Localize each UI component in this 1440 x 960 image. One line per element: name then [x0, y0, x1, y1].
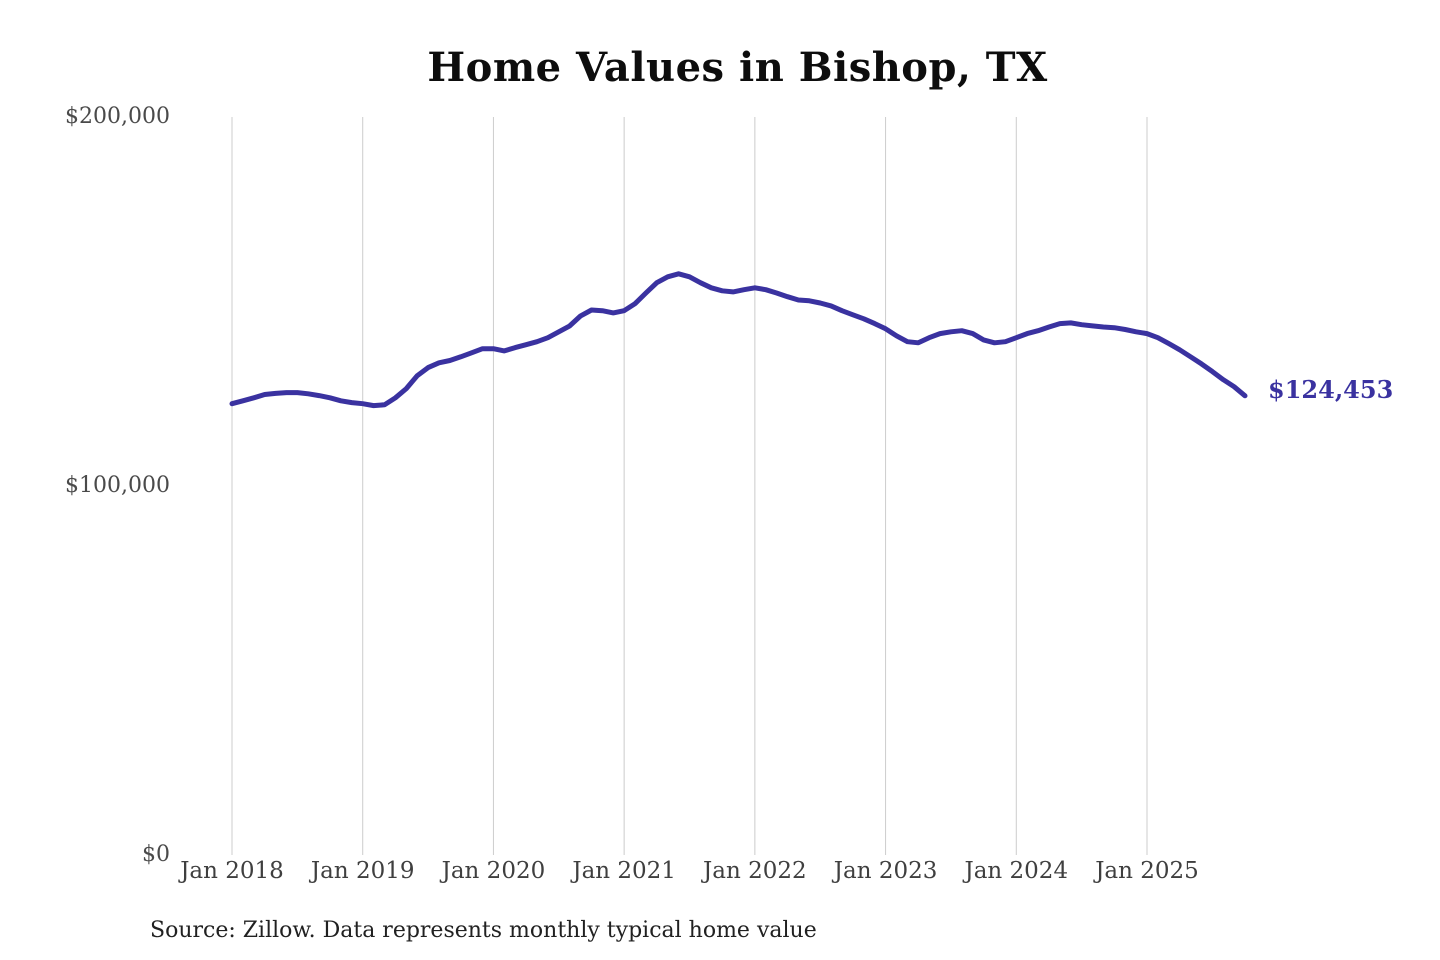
chart-title: Home Values in Bishop, TX: [427, 44, 1048, 91]
x-axis-tick-label: Jan 2025: [1095, 858, 1199, 884]
source-note: Source: Zillow. Data represents monthly …: [150, 918, 817, 943]
gridlines: [231, 117, 1148, 855]
home-value-line: [229, 271, 1248, 409]
final-value-label: $124,453: [1268, 374, 1394, 404]
x-axis-tick-label: Jan 2020: [441, 858, 546, 884]
x-axis-tick-label: Jan 2021: [572, 858, 676, 884]
x-axis-tick-label: Jan 2018: [180, 858, 284, 884]
x-axis-tick-label: Jan 2022: [703, 858, 807, 884]
y-axis-tick-label: $100,000: [65, 473, 170, 498]
x-axis-tick-label: Jan 2023: [833, 858, 938, 884]
y-axis-tick-label: $200,000: [65, 104, 170, 129]
x-axis-tick-label: Jan 2019: [310, 858, 415, 884]
y-axis-tick-label: $0: [142, 842, 170, 867]
x-axis-tick-label: Jan 2024: [964, 858, 1069, 884]
